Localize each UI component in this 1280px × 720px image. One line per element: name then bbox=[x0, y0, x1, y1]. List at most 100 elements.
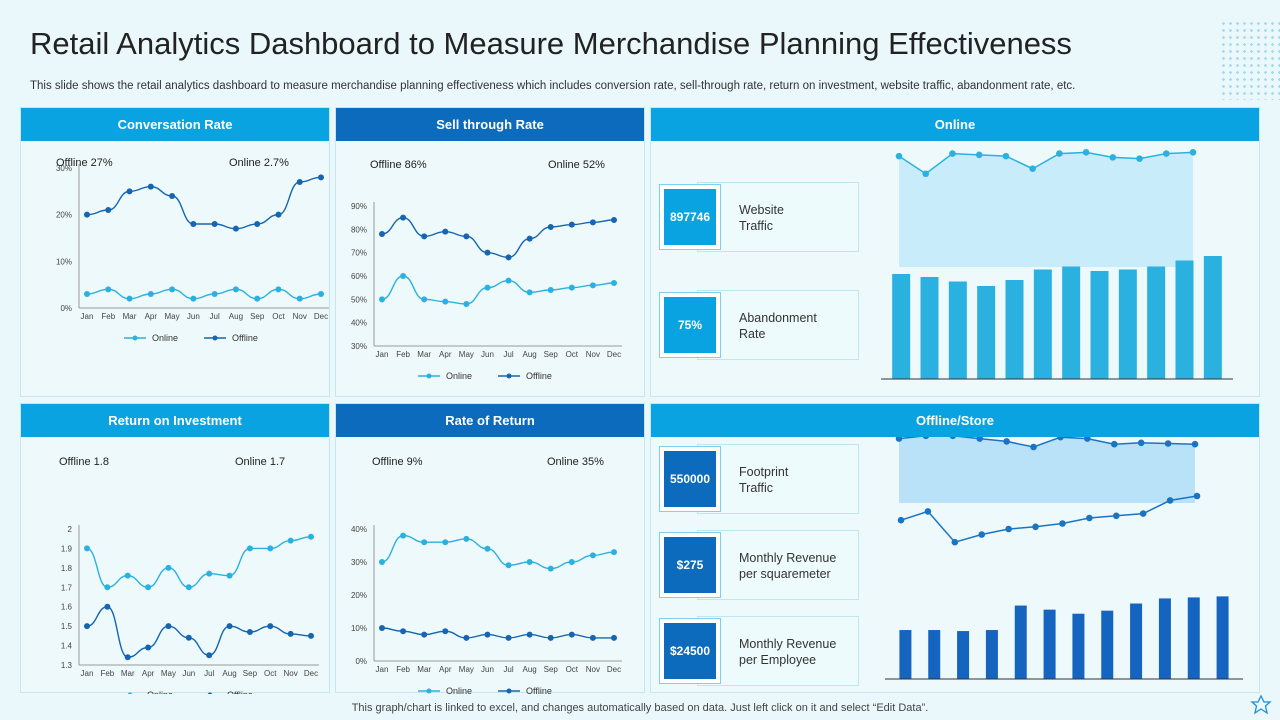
roi-header: Return on Investment bbox=[21, 404, 329, 437]
data-point-online bbox=[206, 570, 213, 577]
y-tick-label: 10% bbox=[56, 257, 72, 266]
website-traffic-label-2: Traffic bbox=[739, 219, 774, 233]
data-point-offline bbox=[126, 188, 133, 195]
data-point-online bbox=[568, 284, 575, 291]
y-tick-label: 0% bbox=[60, 304, 72, 313]
legend-marker-offline bbox=[506, 373, 512, 379]
legend-marker-offline bbox=[506, 688, 512, 694]
x-tick-label: Feb bbox=[101, 312, 115, 321]
rev-emp-label-1: Monthly Revenue bbox=[739, 637, 837, 651]
abandonment-bar bbox=[920, 277, 939, 379]
sellthrough-online-stat: Online 52% bbox=[548, 159, 605, 171]
x-tick-label: Jan bbox=[81, 312, 94, 321]
y-tick-label: 1.6 bbox=[61, 603, 73, 612]
revenue-per-sqm-value: $275 bbox=[664, 537, 716, 593]
website-traffic-point bbox=[1189, 149, 1197, 156]
abandonment-bar bbox=[1203, 256, 1222, 379]
x-tick-label: Jul bbox=[204, 669, 214, 678]
data-point-online bbox=[421, 296, 428, 303]
x-tick-label: Feb bbox=[100, 669, 114, 678]
abandonment-bar bbox=[948, 281, 967, 379]
revenue-employee-bar bbox=[1043, 609, 1056, 679]
data-point-offline bbox=[206, 652, 213, 659]
data-point-offline bbox=[463, 233, 470, 240]
series-line-online bbox=[381, 275, 615, 305]
x-tick-label: May bbox=[459, 350, 474, 359]
legend-label-offline: Offline bbox=[232, 333, 258, 343]
y-tick-label: 40% bbox=[351, 525, 367, 534]
legend-marker-online bbox=[127, 692, 133, 694]
roi-chart: 1.3 1.4 1.5 1.6 1.7 1.8 1.9 2 Jan Feb Mar Apr May Jun… bbox=[61, 525, 319, 694]
x-tick-label: Sep bbox=[250, 312, 265, 321]
x-tick-label: Feb bbox=[396, 665, 410, 674]
abandonment-bar bbox=[1090, 271, 1109, 379]
x-tick-label: Mar bbox=[417, 665, 431, 674]
series-line-offline bbox=[86, 606, 312, 658]
data-point-online bbox=[84, 545, 90, 552]
revenue-sqm-point bbox=[1032, 523, 1039, 531]
conversion-rate-header: Conversation Rate bbox=[21, 108, 329, 141]
data-point-offline bbox=[211, 221, 218, 227]
x-tick-label: May bbox=[165, 312, 180, 321]
website-traffic-point bbox=[1056, 150, 1063, 157]
legend-marker-offline bbox=[207, 692, 213, 694]
data-point-online bbox=[400, 273, 407, 279]
y-tick-label: 80% bbox=[351, 225, 367, 234]
conversion-rate-panel: Conversation Rate Offline 27% Online 2.7… bbox=[20, 107, 330, 397]
data-point-online bbox=[246, 545, 253, 552]
revenue-sqm-point bbox=[1059, 520, 1066, 527]
online-mini-charts bbox=[881, 149, 1233, 380]
data-point-offline bbox=[308, 632, 314, 639]
data-point-offline bbox=[589, 634, 596, 641]
data-point-online bbox=[275, 286, 282, 293]
x-tick-label: Apr bbox=[142, 669, 155, 678]
revenue-sqm-point bbox=[1005, 525, 1012, 533]
legend-label-online: Online bbox=[152, 333, 178, 343]
footprint-point bbox=[1164, 440, 1172, 447]
x-tick-label: Oct bbox=[264, 669, 277, 678]
data-point-online bbox=[226, 572, 233, 579]
data-point-offline bbox=[84, 623, 90, 630]
sell-through-rate-panel: Sell through Rate Offline 86% Online 52%… bbox=[335, 107, 645, 397]
data-point-offline bbox=[568, 631, 575, 638]
x-tick-label: May bbox=[459, 665, 474, 674]
abandonment-bar bbox=[1005, 280, 1024, 379]
data-point-offline bbox=[165, 623, 172, 630]
data-point-offline bbox=[547, 224, 554, 230]
website-traffic-point bbox=[975, 151, 983, 159]
x-tick-label: Apr bbox=[145, 312, 158, 321]
footprint-point bbox=[922, 437, 929, 440]
data-point-offline bbox=[124, 654, 131, 661]
data-point-offline bbox=[379, 231, 385, 237]
y-tick-label: 1.8 bbox=[61, 564, 73, 573]
data-point-offline bbox=[318, 174, 324, 181]
revenue-employee-bar bbox=[899, 630, 912, 679]
website-traffic-point bbox=[1109, 154, 1117, 161]
page-title: Retail Analytics Dashboard to Measure Me… bbox=[30, 26, 1072, 61]
rate-of-return-header: Rate of Return bbox=[336, 404, 644, 437]
y-tick-label: 0% bbox=[355, 657, 367, 666]
footprint-point bbox=[1191, 440, 1199, 448]
data-point-offline bbox=[589, 219, 596, 226]
y-tick-label: 90% bbox=[351, 202, 367, 211]
data-point-online bbox=[484, 284, 491, 291]
data-point-offline bbox=[568, 221, 575, 228]
legend-label-online: Online bbox=[446, 371, 472, 381]
footprint-point bbox=[1110, 440, 1118, 448]
data-point-offline bbox=[547, 634, 554, 641]
data-point-offline bbox=[254, 221, 261, 227]
data-point-online bbox=[169, 286, 176, 293]
data-point-online bbox=[611, 280, 617, 286]
x-tick-label: Apr bbox=[439, 350, 452, 359]
data-point-offline bbox=[526, 235, 533, 242]
footprint-label-2: Traffic bbox=[739, 481, 774, 495]
data-point-online bbox=[84, 291, 90, 297]
data-point-online bbox=[287, 537, 294, 544]
data-point-online bbox=[463, 535, 470, 542]
y-tick-label: 10% bbox=[351, 624, 367, 633]
data-point-offline bbox=[104, 603, 111, 610]
website-traffic-point bbox=[1002, 152, 1010, 160]
footprint-line bbox=[898, 437, 1196, 448]
data-point-offline bbox=[267, 623, 274, 630]
data-point-offline bbox=[232, 225, 239, 232]
